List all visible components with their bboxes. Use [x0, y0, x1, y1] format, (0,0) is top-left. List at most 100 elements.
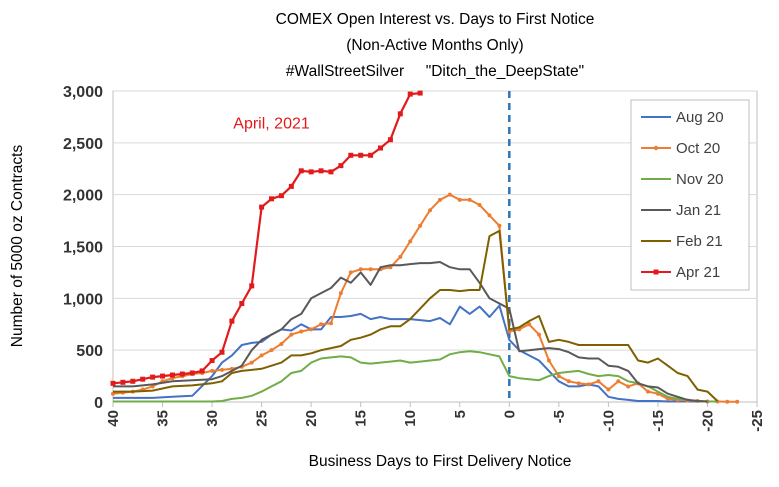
data-point-oct-20	[606, 387, 611, 392]
data-point-oct-20	[249, 360, 254, 365]
data-point-oct-20	[566, 379, 571, 384]
data-point-oct-20	[210, 368, 215, 373]
series-line-jan-21	[113, 261, 708, 403]
legend-item-apr-21: Apr 21	[641, 264, 720, 281]
data-point-oct-20	[626, 384, 631, 389]
legend-label: Aug 20	[676, 109, 724, 126]
data-point-apr-21	[160, 373, 166, 379]
data-point-oct-20	[527, 322, 532, 327]
data-point-oct-20	[735, 399, 740, 404]
data-point-oct-20	[576, 381, 581, 386]
y-axis-label: Number of 5000 oz Contracts	[9, 145, 26, 348]
data-point-oct-20	[269, 348, 274, 353]
data-point-oct-20	[368, 267, 373, 272]
data-point-apr-21	[298, 168, 304, 174]
legend-item-jan-21: Jan 21	[641, 202, 721, 219]
data-point-oct-20	[279, 341, 284, 346]
legend-label: Nov 20	[676, 171, 724, 188]
chart-title: COMEX Open Interest vs. Days to First No…	[276, 11, 595, 28]
series-feb-21	[113, 229, 719, 402]
data-point-apr-21	[110, 380, 116, 386]
series-nov-20	[113, 350, 718, 403]
data-point-oct-20	[348, 270, 353, 275]
data-point-oct-20	[328, 321, 333, 326]
data-point-oct-20	[289, 332, 294, 337]
data-point-oct-20	[596, 379, 601, 384]
y-tick-label: 1,000	[63, 291, 103, 308]
data-point-oct-20	[219, 367, 224, 372]
legend-label: Oct 20	[676, 140, 720, 157]
y-tick-label: 1,500	[63, 240, 103, 257]
data-point-oct-20	[299, 329, 304, 334]
x-tick-label: -5	[551, 410, 568, 423]
data-point-apr-21	[239, 301, 245, 307]
data-point-apr-21	[387, 137, 393, 143]
data-point-oct-20	[487, 213, 492, 218]
data-point-apr-21	[150, 374, 156, 380]
series-jan-21	[113, 261, 708, 403]
data-point-apr-21	[169, 372, 175, 378]
data-point-oct-20	[556, 374, 561, 379]
series-aug-20	[113, 304, 708, 403]
data-point-oct-20	[537, 332, 542, 337]
y-tick-label: 3,000	[63, 84, 103, 101]
series-line-oct-20	[112, 193, 738, 403]
legend-label: Feb 21	[676, 233, 723, 250]
series-apr-21	[110, 90, 423, 386]
series-line-nov-20	[113, 350, 718, 403]
x-tick-label: 35	[155, 410, 172, 427]
data-point-oct-20	[319, 322, 324, 327]
series-line-aug-20	[113, 304, 708, 403]
legend-marker	[653, 269, 659, 275]
y-tick-label: 2,500	[63, 136, 103, 153]
data-point-apr-21	[278, 193, 284, 199]
x-tick-label: 25	[254, 410, 271, 427]
data-point-oct-20	[437, 197, 442, 202]
data-point-oct-20	[309, 327, 314, 332]
legend-box	[630, 99, 750, 291]
data-point-oct-20	[259, 353, 264, 358]
data-point-apr-21	[130, 378, 136, 384]
x-tick-label: 20	[303, 410, 320, 427]
legend-item-oct-20: Oct 20	[641, 140, 720, 157]
data-point-apr-21	[219, 349, 225, 355]
chart-subtitle: (Non-Active Months Only)	[346, 37, 523, 54]
data-point-oct-20	[467, 197, 472, 202]
x-tick-label: -15	[650, 410, 667, 432]
legend: Aug 20 Oct 20 Nov 20 Jan 21 Feb 21 Apr 21	[641, 109, 724, 281]
data-point-apr-21	[308, 169, 314, 175]
x-tick-label: 10	[402, 410, 419, 427]
x-tick-label: 30	[204, 410, 221, 427]
data-point-apr-21	[179, 371, 185, 377]
data-point-apr-21	[397, 111, 403, 117]
data-point-oct-20	[428, 208, 433, 213]
data-point-apr-21	[348, 152, 354, 158]
data-point-oct-20	[111, 391, 115, 396]
data-point-oct-20	[616, 379, 621, 384]
legend-marker	[653, 145, 659, 151]
data-point-apr-21	[417, 90, 423, 96]
series-layer	[110, 90, 740, 404]
data-point-oct-20	[646, 389, 651, 394]
data-point-apr-21	[318, 168, 324, 174]
data-point-oct-20	[457, 197, 462, 202]
y-tick-label: 2,000	[63, 188, 103, 205]
data-point-apr-21	[140, 376, 146, 382]
data-point-apr-21	[338, 163, 344, 169]
legend-label: Jan 21	[676, 202, 721, 219]
data-point-oct-20	[507, 329, 512, 334]
x-axis-label: Business Days to First Delivery Notice	[309, 453, 572, 470]
x-tick-label: 5	[452, 410, 469, 418]
data-point-apr-21	[199, 368, 205, 374]
data-point-apr-21	[259, 204, 265, 210]
x-axis-ticks: 40 35 30 25 20 15 10 5 0 -5 -10 -15 -20 -25	[105, 402, 766, 432]
data-point-oct-20	[546, 358, 551, 363]
legend-item-aug-20: Aug 20	[641, 109, 724, 126]
x-tick-label: -20	[699, 410, 716, 432]
data-point-apr-21	[358, 152, 364, 158]
x-tick-label: 0	[501, 410, 518, 418]
chart-credit: #WallStreetSilver "Ditch_the_DeepState"	[286, 63, 584, 80]
series-line-feb-21	[113, 229, 719, 402]
y-axis-ticks: 0 500 1,000 1,500 2,000 2,500 3,000	[63, 84, 103, 412]
